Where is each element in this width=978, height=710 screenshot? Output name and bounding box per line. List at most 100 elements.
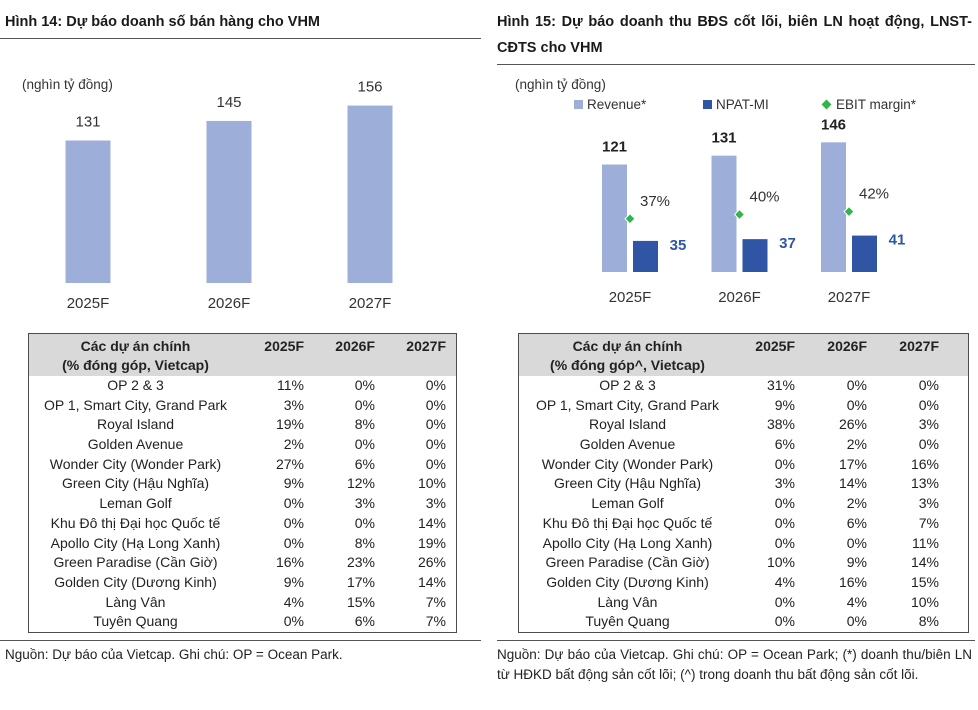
share-2026f: 8% bbox=[354, 534, 375, 551]
table-row: Apollo City (Hạ Long Xanh) 0% 8% 19% bbox=[29, 534, 456, 554]
table-header: Các dự án chính (% đóng góp^, Vietcap) 2… bbox=[519, 334, 968, 376]
share-2026f: 17% bbox=[346, 573, 375, 590]
project-name: OP 2 & 3 bbox=[599, 377, 656, 393]
table-body: OP 2 & 3 31% 0% 0% OP 1, Smart City, Grand P… bbox=[519, 376, 968, 632]
share-2026f: 26% bbox=[838, 416, 867, 433]
figure-15-title: Hình 15: Dự báo doanh thu BĐS cốt lõi, b… bbox=[497, 14, 972, 56]
npat-bar-2026f bbox=[742, 239, 768, 272]
header-year-2025f: 2025F bbox=[755, 338, 795, 354]
header-line-1: Các dự án chính bbox=[80, 338, 191, 354]
table-row: Golden City (Dương Kinh) 9% 17% 14% bbox=[29, 573, 456, 593]
share-2027f: 0% bbox=[918, 396, 939, 413]
share-2025f: 0% bbox=[283, 613, 304, 630]
project-name: Tuyên Quang bbox=[93, 613, 178, 630]
share-2026f: 12% bbox=[346, 475, 375, 492]
header-line-2: (% đóng góp, Vietcap) bbox=[62, 357, 209, 373]
share-2027f: 0% bbox=[425, 455, 446, 472]
share-2027f: 0% bbox=[425, 396, 446, 413]
project-name: Leman Golf bbox=[99, 495, 172, 512]
ebit-margin-label-2026f: 40% bbox=[749, 188, 779, 205]
x-tick-label-2025f: 2025F bbox=[609, 289, 652, 306]
header-line-1: Các dự án chính bbox=[572, 338, 683, 354]
project-name: OP 1, Smart City, Grand Park bbox=[43, 396, 228, 413]
share-2027f: 19% bbox=[417, 534, 446, 551]
share-2027f: 3% bbox=[425, 495, 446, 512]
npat-label-2025f: 35 bbox=[670, 237, 687, 254]
x-tick-label-2026f: 2026F bbox=[208, 295, 251, 312]
share-2025f: 4% bbox=[774, 573, 795, 590]
share-2025f: 2% bbox=[283, 436, 304, 453]
table-row: Làng Vân 0% 4% 10% bbox=[519, 593, 968, 613]
npat-bar-2025f bbox=[633, 240, 658, 272]
project-name: Khu Đô thị Đại học Quốc tế bbox=[50, 514, 221, 531]
table-row: Leman Golf 0% 2% 3% bbox=[519, 494, 968, 514]
share-2025f: 0% bbox=[774, 593, 795, 610]
share-2025f: 38% bbox=[766, 416, 795, 433]
table-row: Golden Avenue 2% 0% 0% bbox=[29, 435, 456, 455]
table-row: OP 2 & 3 31% 0% 0% bbox=[519, 376, 968, 396]
ebit-margin-marker-2026f bbox=[733, 208, 746, 221]
revenue-bar-2027f bbox=[821, 142, 846, 272]
table-row: Green Paradise (Cần Giờ) 10% 9% 14% bbox=[519, 553, 968, 573]
table-row: Wonder City (Wonder Park) 27% 6% 0% bbox=[29, 455, 456, 475]
share-2025f: 31% bbox=[766, 377, 795, 393]
share-2025f: 0% bbox=[774, 613, 795, 630]
share-2027f: 26% bbox=[417, 554, 446, 571]
x-tick-label-2026f: 2026F bbox=[718, 289, 761, 306]
source-note-right: Nguồn: Dự báo của Vietcap. Ghi chú: OP =… bbox=[497, 647, 972, 682]
legend-npat-label: NPAT-MI bbox=[716, 97, 769, 112]
ebit-margin-marker-2025f bbox=[624, 213, 636, 225]
share-2026f: 0% bbox=[354, 436, 375, 453]
share-2026f: 0% bbox=[354, 514, 375, 531]
bar-2025f bbox=[65, 140, 111, 283]
share-2027f: 11% bbox=[912, 534, 939, 551]
ebit-margin-label-2025f: 37% bbox=[640, 193, 670, 210]
share-2027f: 0% bbox=[918, 377, 939, 393]
share-2027f: 13% bbox=[910, 475, 939, 492]
table-header: Các dự án chính (% đóng góp, Vietcap) 20… bbox=[29, 334, 456, 376]
share-2027f: 14% bbox=[417, 514, 446, 531]
project-name: Royal Island bbox=[588, 416, 667, 433]
share-2026f: 2% bbox=[846, 436, 867, 453]
share-2025f: 0% bbox=[283, 534, 304, 551]
table-row: Green Paradise (Cần Giờ) 16% 23% 26% bbox=[29, 553, 456, 573]
revenue-npat-ebit-chart: 121 35 37% 2025F 131 37 40% 2026F 146 41 42% 2027F bbox=[602, 116, 906, 306]
project-contribution-table-right: Các dự án chính (% đóng góp^, Vietcap) 2… bbox=[518, 333, 969, 633]
table-row: Làng Vân 4% 15% 7% bbox=[29, 593, 456, 613]
project-name: Khu Đô thị Đại học Quốc tế bbox=[542, 514, 713, 531]
table-row: Tuyên Quang 0% 0% 8% bbox=[519, 612, 968, 632]
share-2025f: 10% bbox=[766, 554, 795, 571]
npat-label-2027f: 41 bbox=[889, 232, 906, 249]
x-tick-label-2027f: 2027F bbox=[828, 289, 871, 306]
table-row: Golden City (Dương Kinh) 4% 16% 15% bbox=[519, 573, 968, 593]
x-tick-label-2027f: 2027F bbox=[349, 295, 392, 312]
header-year-2026f: 2026F bbox=[827, 338, 867, 354]
project-name: Green City (Hậu Nghĩa) bbox=[553, 475, 702, 492]
project-name: Leman Golf bbox=[591, 495, 664, 512]
source-divider-right bbox=[497, 640, 975, 641]
table-row: Khu Đô thị Đại học Quốc tế 0% 6% 7% bbox=[519, 514, 968, 534]
share-2026f: 6% bbox=[354, 613, 375, 630]
table-row: OP 2 & 3 11% 0% 0% bbox=[29, 376, 456, 396]
source-divider-left bbox=[0, 640, 481, 641]
table-row: Royal Island 38% 26% 3% bbox=[519, 415, 968, 435]
npat-label-2026f: 37 bbox=[779, 235, 796, 252]
header-year-2025f: 2025F bbox=[264, 338, 304, 354]
bar-2027f bbox=[347, 105, 393, 283]
npat-bar-2027f bbox=[852, 235, 877, 272]
sales-bar-chart: 131 2025F 145 2026F 156 2027F bbox=[65, 79, 393, 312]
share-2025f: 9% bbox=[774, 396, 795, 413]
share-2025f: 4% bbox=[283, 593, 304, 610]
figure-14-title: Hình 14: Dự báo doanh số bán hàng cho VH… bbox=[5, 14, 321, 30]
revenue-label-2025f: 121 bbox=[602, 139, 627, 156]
share-2025f: 0% bbox=[283, 495, 304, 512]
share-2026f: 0% bbox=[846, 534, 867, 551]
share-2025f: 6% bbox=[774, 436, 795, 453]
legend-revenue-swatch bbox=[574, 100, 583, 109]
share-2027f: 15% bbox=[910, 573, 939, 590]
project-name: Green City (Hậu Nghĩa) bbox=[61, 475, 210, 492]
project-name: Làng Vân bbox=[105, 593, 166, 610]
project-name: Wonder City (Wonder Park) bbox=[49, 455, 222, 472]
share-2027f: 7% bbox=[425, 593, 446, 610]
share-2027f: 0% bbox=[425, 377, 446, 393]
